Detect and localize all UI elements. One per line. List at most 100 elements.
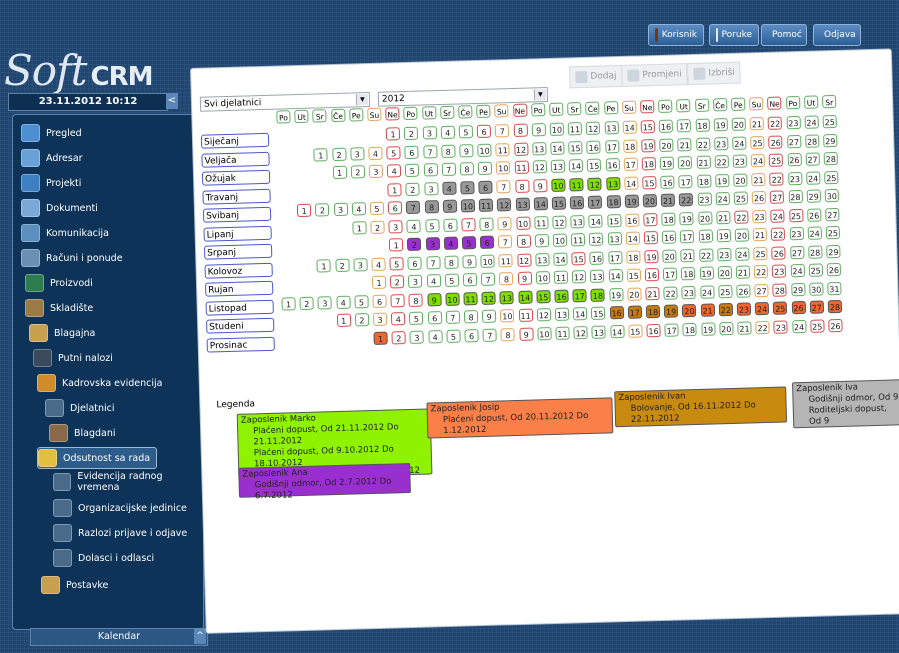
calendar-day-cell[interactable]: 1 <box>352 220 367 235</box>
calendar-day-cell[interactable]: 19 <box>608 287 624 301</box>
calendar-day-cell[interactable]: 22 <box>769 171 784 186</box>
calendar-day-cell[interactable]: 1 <box>332 165 347 180</box>
calendar-day-cell[interactable]: 17 <box>607 250 623 264</box>
calendar-day-cell[interactable]: 13 <box>590 269 605 283</box>
calendar-day-cell[interactable]: 13 <box>531 141 547 155</box>
calendar-day-cell[interactable]: 23 <box>772 264 787 278</box>
delete-button[interactable]: Izbriši <box>687 61 742 86</box>
calendar-day-cell[interactable]: 5 <box>424 218 440 232</box>
calendar-day-cell[interactable]: 3 <box>372 312 388 326</box>
calendar-day-cell[interactable]: 6 <box>407 256 423 270</box>
calendar-day-cell[interactable]: 6 <box>423 163 438 177</box>
calendar-day-cell[interactable]: 12 <box>532 160 547 174</box>
calendar-day-cell[interactable]: 1 <box>316 258 332 273</box>
calendar-day-cell[interactable]: 6 <box>478 180 493 194</box>
calendar-day-cell[interactable]: 10 <box>552 233 568 247</box>
calendar-day-cell[interactable]: 21 <box>680 248 695 262</box>
calendar-day-cell[interactable]: 12 <box>516 253 532 267</box>
calendar-day-cell[interactable]: 16 <box>646 323 661 337</box>
calendar-day-cell[interactable]: 12 <box>552 215 567 229</box>
calendar-day-cell[interactable]: 2 <box>299 296 314 310</box>
calendar-day-cell[interactable]: 5 <box>409 311 424 325</box>
calendar-day-cell[interactable]: 16 <box>586 140 601 154</box>
calendar-day-cell[interactable]: 7 <box>461 217 476 231</box>
calendar-day-cell[interactable]: 8 <box>424 200 439 214</box>
calendar-day-cell[interactable]: 10 <box>551 178 566 192</box>
calendar-day-cell[interactable]: 1 <box>313 147 329 162</box>
calendar-day-cell[interactable]: 22 <box>771 227 786 241</box>
calendar-day-cell[interactable]: 19 <box>699 266 714 280</box>
calendar-day-cell[interactable]: 13 <box>550 159 566 173</box>
calendar-day-cell[interactable]: 20 <box>697 210 713 225</box>
sidebar-item-dokumenti[interactable]: Dokumenti <box>21 198 98 218</box>
calendar-day-cell[interactable]: 8 <box>500 327 516 341</box>
calendar-day-cell[interactable]: 15 <box>571 251 586 265</box>
calendar-day-cell[interactable]: 16 <box>554 289 569 303</box>
calendar-day-cell[interactable]: 18 <box>696 174 712 188</box>
calendar-day-cell[interactable]: 22 <box>663 285 678 300</box>
calendar-day-cell[interactable]: 6 <box>476 124 492 139</box>
calendar-day-cell[interactable]: 8 <box>444 255 459 269</box>
calendar-day-cell[interactable]: 28 <box>788 189 803 204</box>
calendar-day-cell[interactable]: 11 <box>553 270 569 284</box>
calendar-day-cell[interactable]: 5 <box>369 201 385 216</box>
calendar-day-cell[interactable]: 25 <box>808 263 823 277</box>
calendar-day-cell[interactable]: 9 <box>482 309 497 323</box>
calendar-day-cell[interactable]: 4 <box>428 329 443 343</box>
calendar-day-cell[interactable]: 25 <box>753 246 768 260</box>
calendar-day-cell[interactable]: 18 <box>681 266 696 281</box>
top-button-korisnik[interactable]: Korisnik <box>648 24 704 46</box>
calendar-day-cell[interactable]: 14 <box>550 141 565 155</box>
calendar-day-cell[interactable]: 7 <box>422 144 438 159</box>
sidebar-item-blagajna[interactable]: Blagajna <box>29 323 95 343</box>
calendar-day-cell[interactable]: 11 <box>498 253 514 267</box>
calendar-day-cell[interactable]: 25 <box>733 191 749 205</box>
calendar-day-cell[interactable]: 6 <box>404 145 419 159</box>
calendar-day-cell[interactable]: 16 <box>605 158 620 172</box>
sidebar-item-putni-nalozi[interactable]: Putni nalozi <box>33 348 113 368</box>
calendar-day-cell[interactable]: 6 <box>464 328 479 342</box>
calendar-day-cell[interactable]: 14 <box>622 120 637 134</box>
calendar-day-cell[interactable]: 19 <box>644 249 659 263</box>
calendar-day-cell[interactable]: 2 <box>370 220 385 234</box>
calendar-day-cell[interactable]: 4 <box>443 236 458 250</box>
calendar-day-cell[interactable]: 27 <box>789 245 805 259</box>
sidebar-item-projekti[interactable]: Projekti <box>21 173 81 193</box>
calendar-day-cell[interactable]: 20 <box>734 228 750 242</box>
calendar-day-cell[interactable]: 22 <box>734 209 749 224</box>
calendar-day-cell[interactable]: 3 <box>350 146 365 161</box>
calendar-day-cell[interactable]: 12 <box>536 308 552 322</box>
calendar-day-cell[interactable]: 17 <box>588 195 603 209</box>
sidebar-item-organizacijske-jedinice[interactable]: Organizacijske jedinice <box>53 498 187 518</box>
calendar-day-cell[interactable]: 9 <box>517 271 532 285</box>
calendar-day-cell[interactable]: 10 <box>515 216 531 230</box>
calendar-day-cell[interactable]: 11 <box>495 142 510 156</box>
calendar-day-cell[interactable]: 8 <box>499 272 514 286</box>
calendar-day-cell[interactable]: 18 <box>622 139 638 153</box>
calendar-day-cell[interactable]: 3 <box>333 202 348 217</box>
calendar-day-cell[interactable]: 21 <box>645 286 660 300</box>
calendar-day-cell[interactable]: 6 <box>479 235 495 249</box>
calendar-day-cell[interactable]: 23 <box>752 209 767 223</box>
calendar-day-cell[interactable]: 8 <box>479 217 494 231</box>
calendar-day-cell[interactable]: 1 <box>336 313 351 327</box>
calendar-day-cell[interactable]: 23 <box>736 302 752 316</box>
calendar-day-cell[interactable]: 7 <box>495 124 510 138</box>
employee-select[interactable]: Svi djelatnici ▼ <box>199 91 371 112</box>
calendar-day-cell[interactable]: 22 <box>698 247 714 262</box>
sidebar-item-odsutnost-sa-rada[interactable]: Odsutnost sa rada <box>37 447 158 469</box>
calendar-day-cell[interactable]: 5 <box>461 236 477 250</box>
calendar-day-cell[interactable]: 10 <box>477 143 492 157</box>
calendar-day-cell[interactable]: 2 <box>315 203 330 217</box>
calendar-day-cell[interactable]: 14 <box>517 290 533 304</box>
calendar-day-cell[interactable]: 19 <box>700 321 716 336</box>
calendar-day-cell[interactable]: 14 <box>625 231 640 245</box>
calendar-day-cell[interactable]: 13 <box>604 121 619 135</box>
calendar-day-cell[interactable]: 23 <box>713 136 729 150</box>
calendar-day-cell[interactable]: 3 <box>409 330 425 344</box>
calendar-day-cell[interactable]: 21 <box>715 210 731 224</box>
calendar-day-cell[interactable]: 17 <box>677 119 692 133</box>
calendar-day-cell[interactable]: 23 <box>717 247 732 261</box>
calendar-day-cell[interactable]: 15 <box>626 268 641 282</box>
calendar-day-cell[interactable]: 12 <box>587 177 602 191</box>
